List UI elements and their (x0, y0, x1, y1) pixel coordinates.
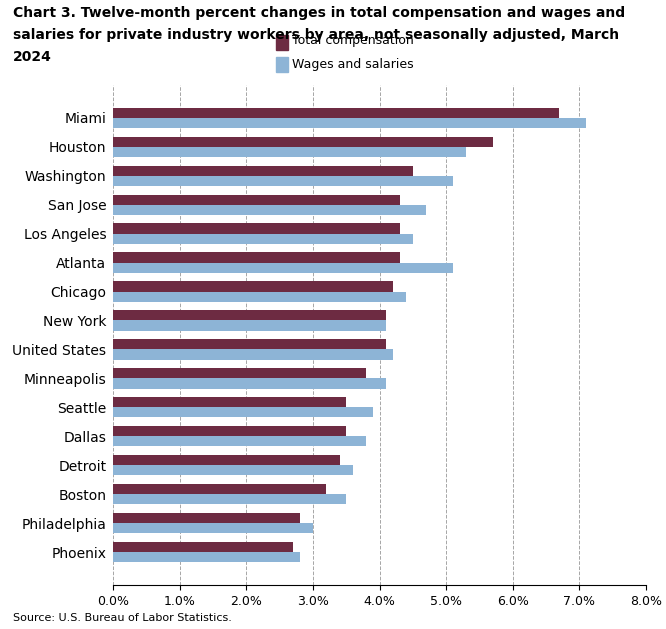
Bar (113, 165, 413, 175)
Bar (113, 204, 426, 214)
Bar (113, 147, 466, 157)
Text: Source: U.S. Bureau of Labor Statistics.: Source: U.S. Bureau of Labor Statistics. (13, 613, 232, 623)
Bar (113, 310, 386, 320)
Bar (113, 136, 493, 147)
Bar (113, 552, 300, 562)
Text: Chart 3. Twelve-month percent changes in total compensation and wages and: Chart 3. Twelve-month percent changes in… (13, 6, 625, 20)
Bar (113, 513, 300, 523)
Text: 2024: 2024 (13, 50, 52, 64)
Bar (113, 408, 373, 418)
Text: Wages and salaries: Wages and salaries (292, 58, 414, 70)
Text: Total compensation: Total compensation (292, 35, 414, 47)
Bar (113, 194, 400, 204)
Bar (113, 484, 326, 494)
Bar (113, 437, 366, 447)
Bar (113, 262, 453, 273)
Bar (113, 542, 293, 552)
Bar (113, 233, 413, 243)
Bar (113, 397, 346, 408)
Bar (113, 368, 366, 379)
Bar (113, 339, 386, 350)
Bar (113, 175, 453, 186)
Text: salaries for private industry workers by area, not seasonally adjusted, March: salaries for private industry workers by… (13, 28, 619, 42)
Bar (113, 281, 393, 291)
Bar (113, 494, 346, 504)
Bar (113, 350, 393, 360)
Bar (113, 291, 406, 302)
Bar (113, 379, 386, 389)
Bar (113, 223, 400, 233)
Bar (113, 465, 353, 476)
Bar (113, 108, 559, 118)
Bar (113, 523, 313, 533)
Bar (113, 426, 346, 437)
Bar (113, 320, 386, 331)
Bar (113, 455, 340, 465)
Bar (113, 118, 586, 128)
Bar (113, 252, 400, 262)
